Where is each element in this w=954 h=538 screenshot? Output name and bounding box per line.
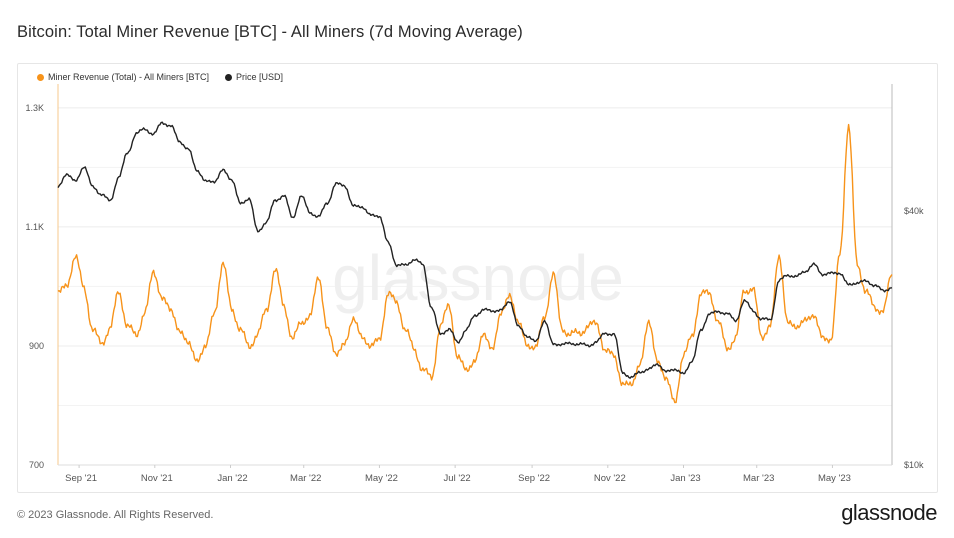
legend-label-revenue: Miner Revenue (Total) - All Miners [BTC]	[48, 72, 210, 82]
watermark: glassnode	[332, 242, 624, 314]
glassnode-logo[interactable]: glassnode	[841, 500, 937, 525]
legend-dot-revenue	[37, 73, 44, 81]
legend-item-price[interactable]: Price [USD]	[225, 72, 283, 82]
y-left-tick-label: 1.3K	[25, 103, 44, 113]
x-tick-label: Jul '22	[444, 473, 471, 484]
y-left-tick-label: 1.1K	[25, 222, 44, 232]
x-tick-label: Sep '22	[518, 473, 550, 484]
x-tick-label: Nov '21	[141, 473, 173, 484]
legend-dot-price	[225, 73, 233, 81]
y-right-tick-label: $10k	[904, 460, 924, 470]
chart-panel	[17, 63, 938, 493]
page-title: Bitcoin: Total Miner Revenue [BTC] - All…	[17, 23, 523, 41]
x-tick-label: Nov '22	[594, 473, 626, 484]
x-tick-label: Sep '21	[65, 473, 97, 484]
y-left-tick-label: 700	[29, 460, 44, 470]
x-tick-label: Jan '22	[217, 473, 247, 484]
y-right-tick-label: $40k	[904, 206, 924, 216]
legend-label-price: Price [USD]	[236, 72, 284, 82]
x-tick-label: May '23	[818, 473, 851, 484]
series-line-price	[57, 121, 893, 379]
y-left-tick-label: 900	[29, 341, 44, 351]
series-line-miner-revenue	[57, 123, 893, 404]
x-tick-label: May '22	[365, 473, 398, 484]
copyright: © 2023 Glassnode. All Rights Reserved.	[17, 509, 214, 521]
legend-item-revenue[interactable]: Miner Revenue (Total) - All Miners [BTC]	[37, 72, 209, 82]
axes: 700 900 1.1K 1.3K $10k $40k Sep '21 Nov '21 Jan …	[25, 84, 924, 484]
legend: Miner Revenue (Total) - All Miners [BTC]…	[37, 72, 283, 82]
x-tick-label: Mar '23	[743, 473, 774, 484]
series-layer	[57, 121, 893, 404]
x-tick-label: Mar '22	[290, 473, 321, 484]
x-tick-label: Jan '23	[670, 473, 700, 484]
